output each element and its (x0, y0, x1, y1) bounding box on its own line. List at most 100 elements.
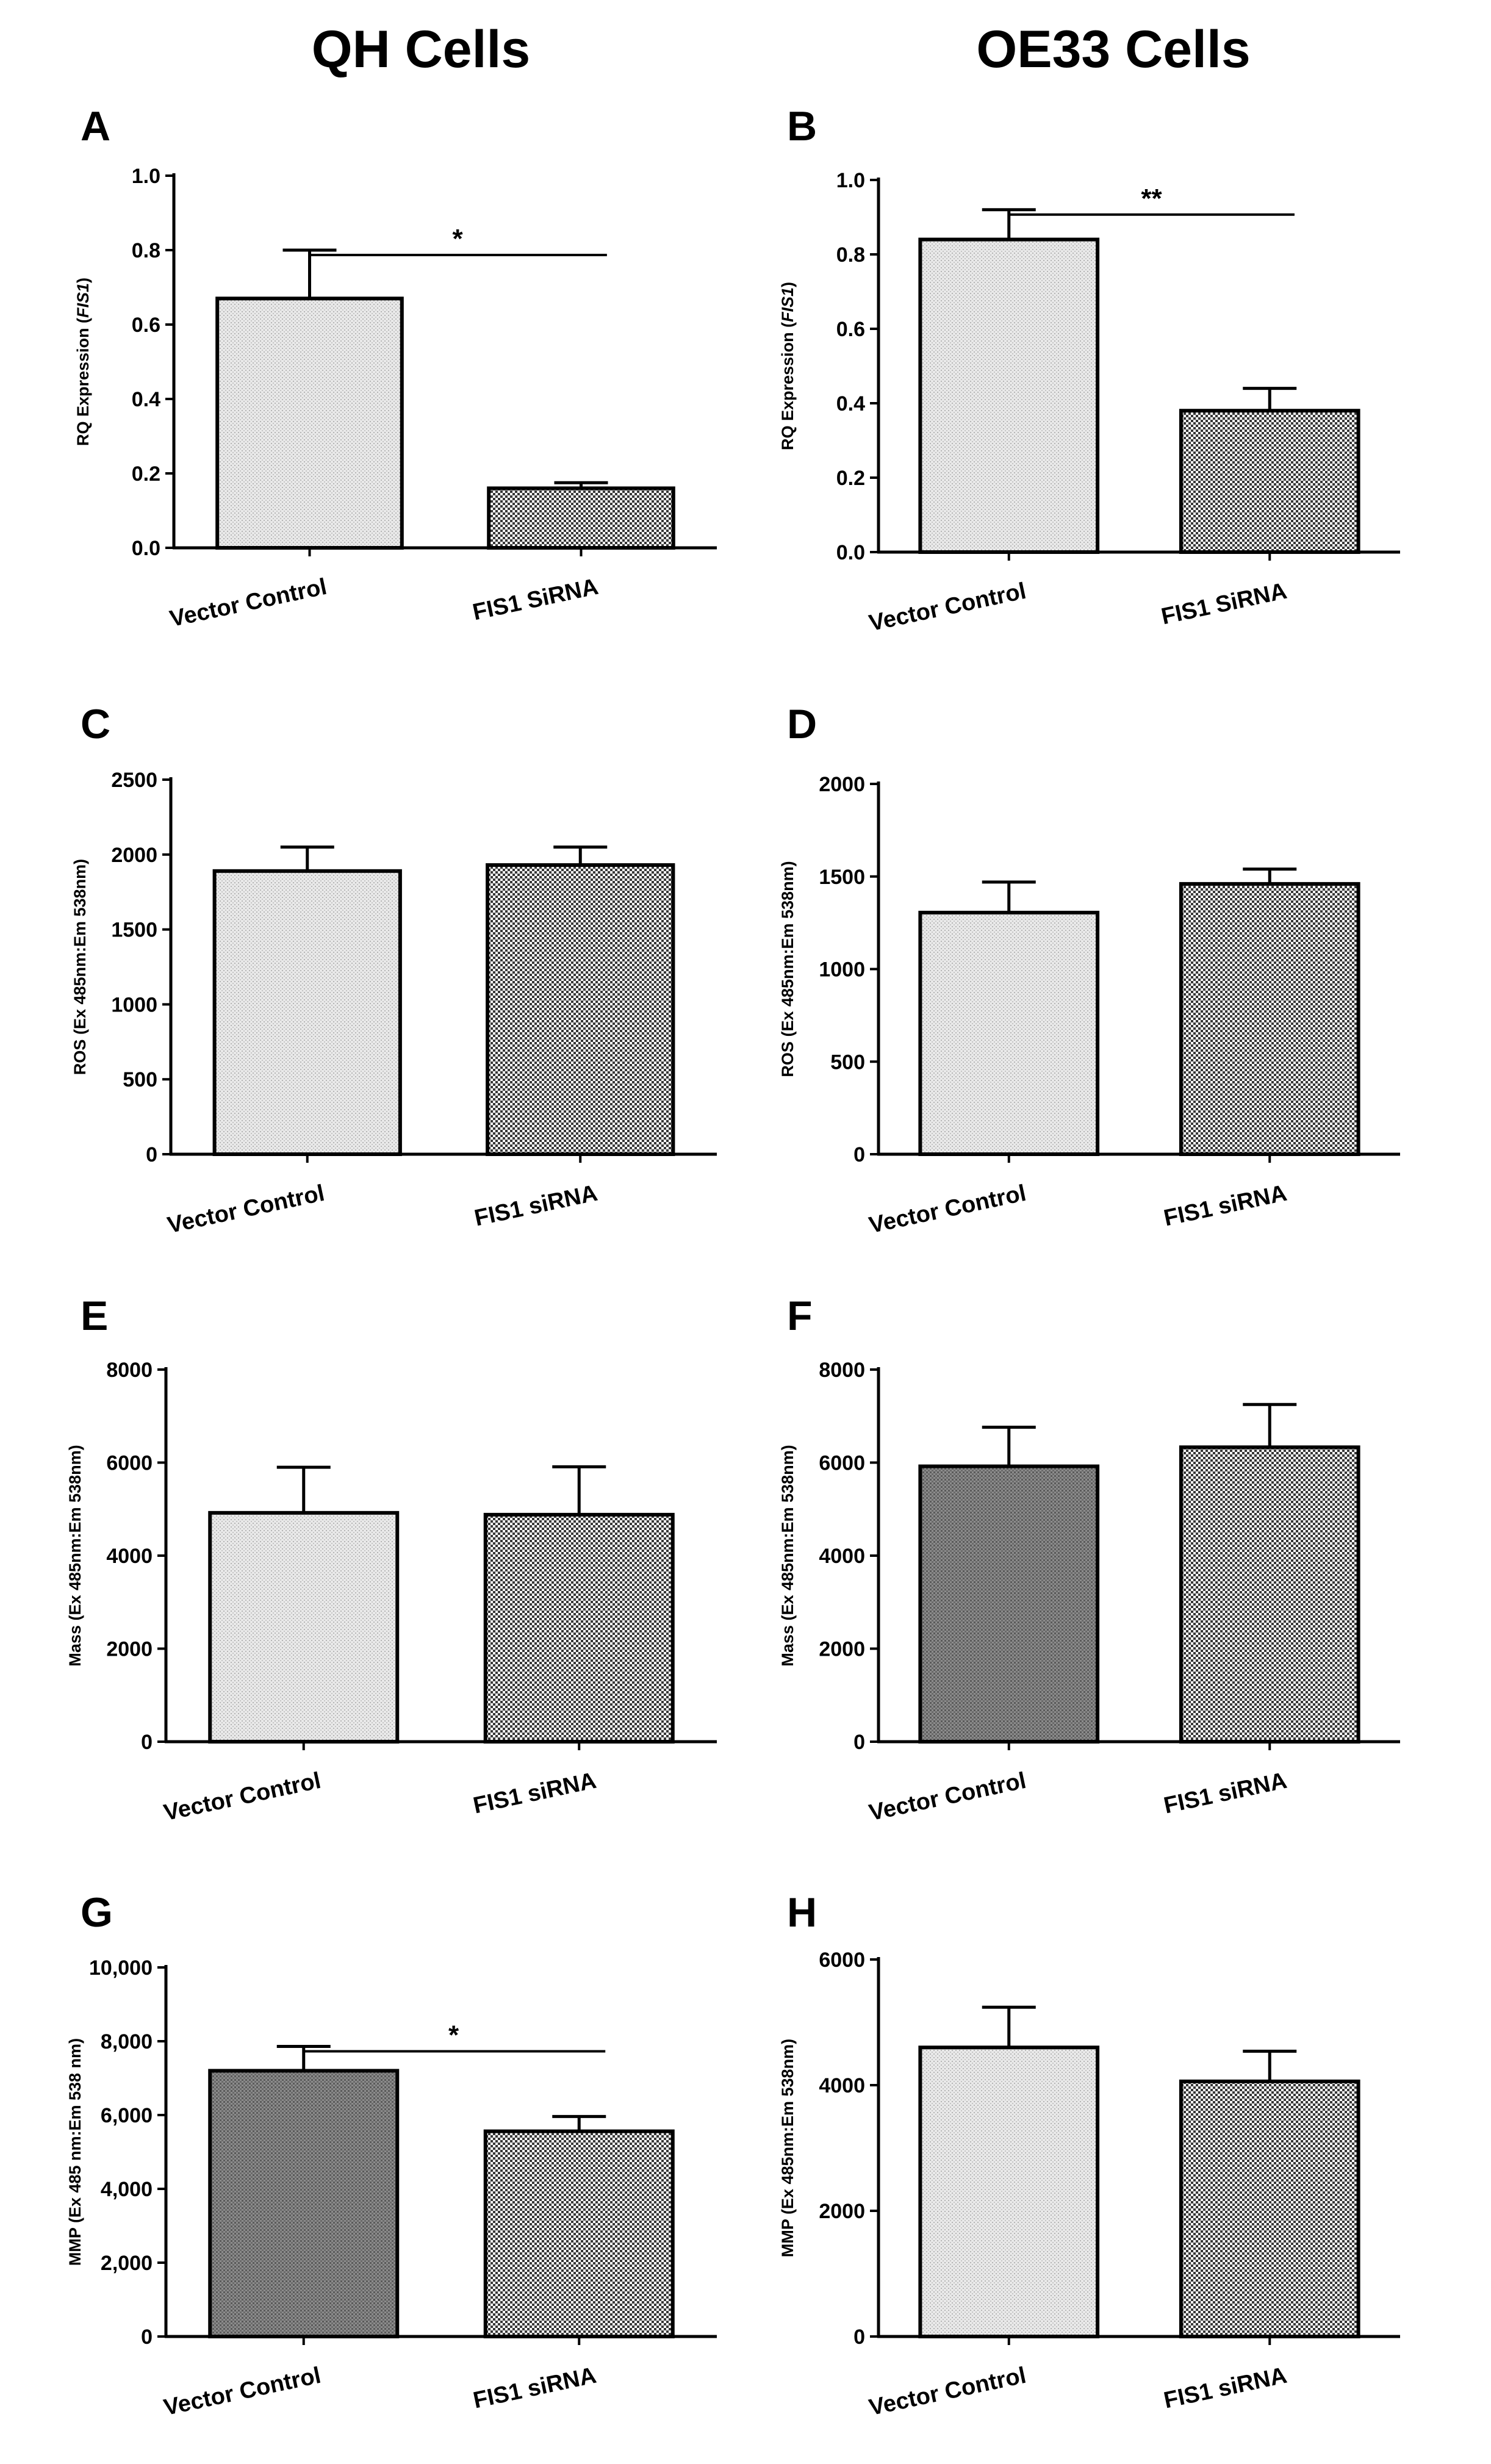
bar-vector-control (208, 1510, 400, 1744)
y-tick-label: 4000 (106, 1545, 153, 1568)
category-label: Vector Control (867, 2363, 1029, 2421)
y-axis-label-e: Mass (Ex 485nm:Em 538nm) (66, 1445, 84, 1666)
y-tick-label: 0.8 (132, 239, 160, 262)
bar-fis1-sirna (1179, 2079, 1360, 2339)
y-tick-label: 2000 (819, 773, 865, 796)
bar-vector-control (212, 869, 402, 1157)
significance-marker: ** (1141, 184, 1162, 214)
y-axis-label-f: Mass (Ex 485nm:Em 538nm) (778, 1445, 797, 1666)
y-tick-label: 2000 (106, 1638, 153, 1661)
panel-letter-c: C (81, 701, 110, 747)
y-tick-label: 8,000 (101, 2030, 153, 2053)
y-axis-label-g: MMP (Ex 485 nm:Em 538 nm) (66, 2038, 84, 2266)
category-label: FIS1 siRNA (1162, 1768, 1289, 1819)
y-tick-label: 0 (853, 1143, 865, 1166)
y-tick-label: 4000 (819, 1545, 865, 1568)
category-label: FIS1 siRNA (1162, 1180, 1289, 1232)
y-tick-label: 0.6 (132, 314, 160, 337)
category-label: FIS1 siRNA (1162, 2363, 1289, 2414)
category-label: Vector Control (168, 574, 329, 633)
y-axis-label-a: RQ Expression (FIS1) (74, 278, 92, 446)
y-tick-label: 0.0 (836, 541, 865, 564)
y-tick-label: 2500 (111, 769, 157, 792)
category-label: FIS1 siRNA (472, 1180, 600, 1232)
y-tick-label: 2000 (111, 844, 157, 867)
y-axis-label-text: ) (778, 282, 797, 287)
bar-fis1-sirna (1179, 1445, 1360, 1744)
bar-fis1-sirna (483, 2129, 675, 2339)
bar-fis1-sirna (483, 1512, 675, 1744)
y-axis-label-h: MMP (Ex 485nm:Em 538nm) (778, 2039, 797, 2257)
y-tick-label: 8000 (819, 1359, 865, 1382)
chart-panel-h: H MMP (Ex 485nm:Em 538nm) 0 2000 4000 6000 Vec… (778, 1889, 1400, 2421)
chart-panel-b: B RQ Expression (FIS1) 0.0 0.2 0.4 0.6 0.8 1.0 V… (778, 103, 1400, 636)
bar-fis1-sirna (1179, 409, 1360, 555)
significance-marker: * (448, 2020, 459, 2050)
y-tick-label: 1.0 (836, 169, 865, 192)
y-tick-label: 0.6 (836, 318, 865, 341)
bar-vector-control (918, 1464, 1100, 1744)
panel-letter-e: E (81, 1293, 108, 1339)
y-tick-label: 500 (123, 1068, 157, 1091)
y-tick-label: 500 (830, 1051, 865, 1074)
category-label: FIS1 SiRNA (1159, 578, 1289, 630)
y-axis-label-text: ) (74, 278, 92, 283)
y-tick-label: 2,000 (101, 2252, 153, 2275)
panel-letter-f: F (787, 1293, 813, 1339)
category-label: Vector Control (165, 1180, 327, 1239)
y-tick-label: 0.2 (836, 467, 865, 490)
category-label: FIS1 siRNA (471, 2363, 598, 2414)
y-tick-label: 0.8 (836, 243, 865, 267)
y-tick-label: 6,000 (101, 2104, 153, 2127)
chart-panel-c: C ROS (Ex 485nm:Em 538nm) 0 500 1000 1500 2000… (71, 701, 717, 1238)
y-axis-label-b: RQ Expression (FIS1) (778, 282, 797, 450)
panel-letter-d: D (787, 701, 817, 747)
y-tick-label: 4,000 (101, 2178, 153, 2201)
significance-marker: * (452, 224, 463, 254)
bar-fis1-sirna (486, 863, 675, 1156)
y-axis-label-gene: FIS1 (778, 287, 797, 322)
y-axis-label-text: RQ Expression ( (74, 318, 92, 446)
bar-fis1-sirna (1179, 882, 1360, 1156)
bar-vector-control (918, 910, 1100, 1156)
panel-letter-b: B (787, 103, 817, 149)
category-label: Vector Control (162, 2363, 323, 2421)
category-label: FIS1 SiRNA (470, 574, 600, 626)
bar-vector-control (918, 2046, 1100, 2338)
y-tick-label: 0.0 (132, 537, 160, 560)
y-axis-label-d: ROS (Ex 485nm:Em 538nm) (778, 861, 797, 1077)
chart-panel-g: G MMP (Ex 485 nm:Em 538 nm) 0 2,000 4,000 6,0… (66, 1889, 717, 2421)
category-label: FIS1 siRNA (471, 1768, 598, 1819)
category-label: Vector Control (867, 1180, 1029, 1239)
bar-vector-control (208, 2069, 400, 2338)
y-tick-label: 6000 (106, 1452, 153, 1475)
y-tick-label: 6000 (819, 1949, 865, 1972)
y-tick-label: 0 (141, 2326, 153, 2349)
y-tick-label: 0.4 (836, 392, 865, 415)
y-tick-label: 0 (853, 1731, 865, 1754)
y-axis-label-c: ROS (Ex 485nm:Em 538nm) (71, 859, 89, 1075)
y-axis-label-gene: FIS1 (74, 283, 92, 318)
y-tick-label: 1000 (819, 958, 865, 982)
y-tick-label: 1500 (111, 919, 157, 942)
column-title-oe33: OE33 Cells (976, 20, 1250, 79)
y-tick-label: 0 (141, 1731, 153, 1754)
y-tick-label: 0.4 (132, 388, 160, 411)
panel-letter-g: G (81, 1889, 113, 1936)
y-tick-label: 1500 (819, 866, 865, 889)
y-tick-label: 6000 (819, 1452, 865, 1475)
y-tick-label: 0 (853, 2326, 865, 2349)
y-axis-label-text: RQ Expression ( (778, 322, 797, 450)
chart-panel-a: A RQ Expression (FIS1) 0.0 0.2 0.4 0.6 0.8 1.0 V… (74, 103, 717, 632)
y-tick-label: 0.2 (132, 462, 160, 486)
column-title-qh: QH Cells (312, 20, 530, 79)
bar-fis1-sirna (487, 486, 675, 550)
bar-vector-control (918, 237, 1100, 555)
bar-vector-control (215, 296, 404, 550)
category-label: Vector Control (867, 578, 1029, 637)
panel-letter-a: A (81, 103, 110, 149)
y-tick-label: 1.0 (132, 165, 160, 188)
y-tick-label: 2000 (819, 2200, 865, 2223)
